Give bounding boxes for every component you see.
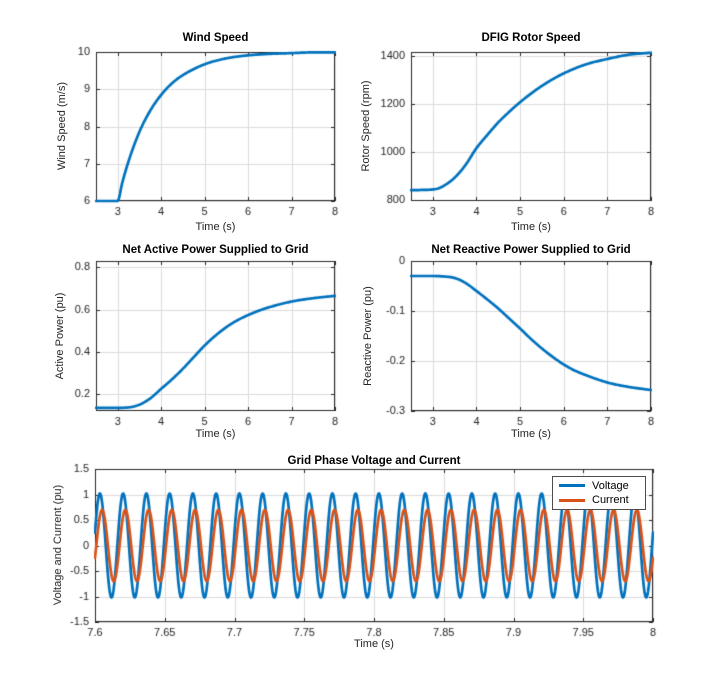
voltage-line-swatch <box>559 484 585 488</box>
legend-item-current[interactable]: Current <box>559 493 639 507</box>
current-line-swatch <box>559 498 585 502</box>
legend-label-voltage: Voltage <box>592 479 629 492</box>
legend-item-voltage[interactable]: Voltage <box>559 479 639 493</box>
legend[interactable]: Voltage Current <box>552 476 646 510</box>
legend-label-current: Current <box>592 494 629 507</box>
